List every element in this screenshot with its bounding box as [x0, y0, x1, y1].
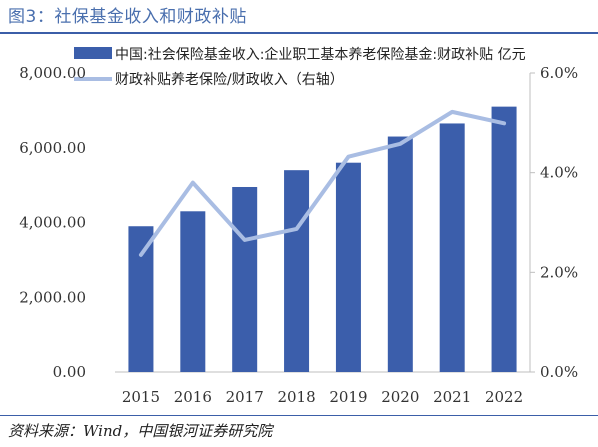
chart-svg: 中国:社会保险基金收入:企业职工基本养老保险基金:财政补贴 亿元 财政补贴养老保… [19, 46, 578, 406]
x-tick-label: 2022 [485, 388, 523, 406]
x-tick-label: 2020 [381, 388, 419, 406]
right-tick-label: 6.0% [540, 64, 578, 82]
x-tick-label: 2019 [329, 388, 367, 406]
bar [180, 211, 206, 372]
source-note: 资料来源：Wind，中国银河证券研究院 [8, 422, 273, 440]
legend-bar-label: 中国:社会保险基金收入:企业职工基本养老保险基金:财政补贴 亿元 [115, 46, 526, 63]
x-tick-label: 2021 [433, 388, 471, 406]
legend: 中国:社会保险基金收入:企业职工基本养老保险基金:财政补贴 亿元 财政补贴养老保… [74, 46, 526, 88]
bar [232, 186, 258, 372]
bar [491, 106, 517, 372]
left-tick-label: 0.00 [53, 363, 86, 381]
bar [335, 162, 361, 372]
right-tick-label: 4.0% [540, 164, 578, 182]
x-tick-label: 2015 [122, 388, 160, 406]
title-rule [0, 32, 598, 34]
left-tick-label: 8,000.00 [19, 64, 86, 82]
footer-rule [0, 415, 598, 416]
left-tick-label: 6,000.00 [19, 139, 86, 157]
right-tick-label: 2.0% [540, 263, 578, 281]
x-tick-label: 2016 [174, 388, 212, 406]
bar [387, 136, 413, 372]
bar [284, 170, 310, 372]
left-tick-label: 2,000.00 [19, 288, 86, 306]
x-tick-label: 2017 [226, 388, 264, 406]
right-tick-label: 0.0% [540, 363, 578, 381]
left-tick-label: 4,000.00 [19, 214, 86, 232]
bar [439, 123, 465, 372]
x-tick-label: 2018 [277, 388, 315, 406]
legend-bar-swatch [74, 47, 112, 59]
chart-title: 图3：社保基金收入和财政补贴 [8, 7, 247, 27]
legend-line-label: 财政补贴养老保险/财政收入（右轴） [115, 72, 344, 88]
bar [128, 226, 154, 372]
ratio-line [138, 109, 507, 257]
